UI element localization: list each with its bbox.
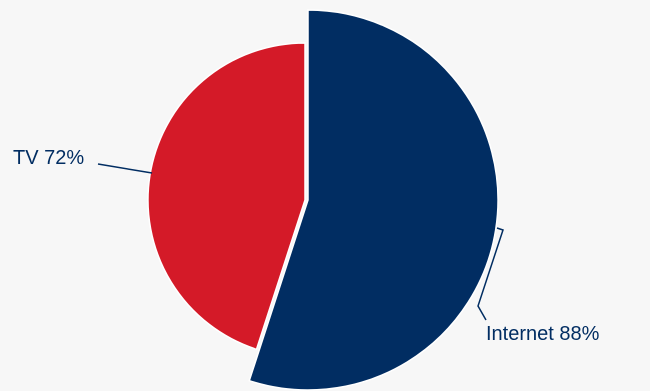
pie-slice-tv[interactable] [147,42,306,351]
pie-slice-internet[interactable] [248,9,499,391]
slice-label-internet: Internet 88% [486,323,600,345]
slice-label-tv: TV 72% [13,147,84,169]
leader-line-tv [97,163,153,174]
leader-line-internet [477,227,504,321]
